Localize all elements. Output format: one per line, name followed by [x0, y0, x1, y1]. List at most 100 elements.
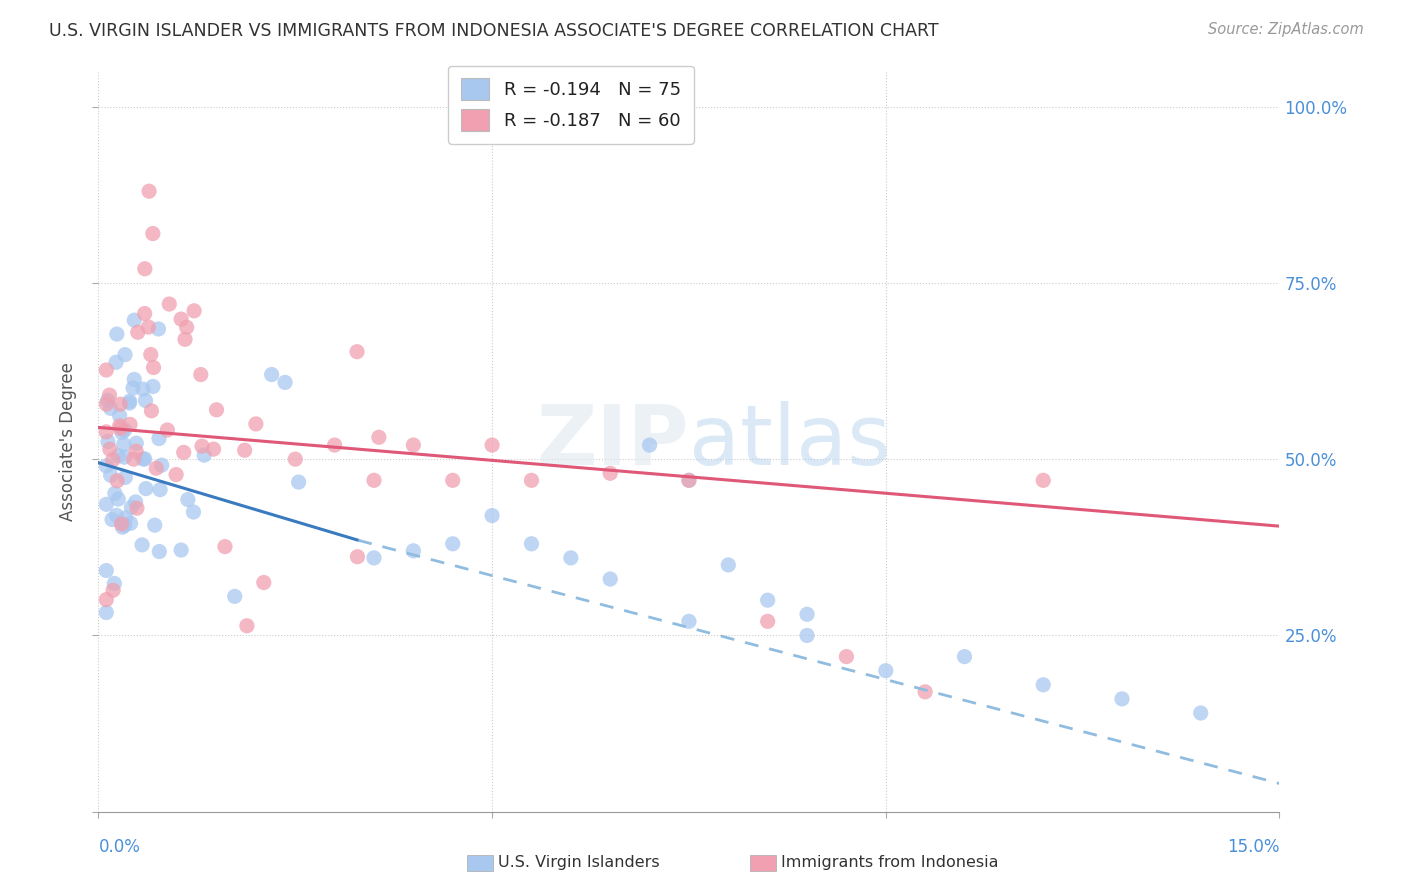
Point — [145, 461, 167, 475]
Point — [148, 432, 170, 446]
Point — [678, 473, 700, 487]
Point — [214, 540, 236, 554]
Point — [134, 261, 156, 276]
Point — [717, 558, 740, 572]
Point — [142, 379, 165, 393]
Point — [190, 368, 212, 382]
Text: Source: ZipAtlas.com: Source: ZipAtlas.com — [1208, 22, 1364, 37]
Point — [96, 393, 118, 408]
Point — [120, 516, 142, 531]
Point — [260, 368, 283, 382]
Point — [105, 327, 128, 342]
Point — [96, 363, 118, 377]
Point — [127, 325, 149, 339]
Point — [835, 649, 858, 664]
Point — [97, 434, 120, 449]
Point — [170, 543, 193, 558]
Point — [953, 649, 976, 664]
Point — [245, 417, 267, 431]
Point — [122, 372, 145, 386]
Y-axis label: Associate's Degree: Associate's Degree — [59, 362, 77, 521]
Point — [118, 394, 141, 409]
Point — [112, 437, 135, 451]
Point — [132, 452, 155, 467]
Point — [118, 396, 141, 410]
Point — [148, 544, 170, 558]
FancyBboxPatch shape — [467, 855, 494, 871]
Point — [875, 664, 897, 678]
Point — [1111, 692, 1133, 706]
Point — [105, 355, 128, 369]
Point — [148, 322, 170, 336]
Point — [253, 575, 276, 590]
Point — [678, 473, 700, 487]
Point — [363, 473, 385, 487]
Point — [138, 184, 160, 198]
Point — [125, 436, 148, 450]
Point — [1189, 706, 1212, 720]
Point — [120, 500, 142, 515]
Point — [796, 628, 818, 642]
Point — [323, 438, 346, 452]
Point — [98, 442, 121, 457]
Point — [346, 344, 368, 359]
Point — [149, 483, 172, 497]
Point — [170, 312, 193, 326]
Point — [481, 438, 503, 452]
Text: 15.0%: 15.0% — [1227, 838, 1279, 856]
Point — [138, 320, 160, 334]
Point — [202, 442, 225, 456]
Point — [287, 475, 309, 489]
Point — [108, 409, 131, 423]
Point — [135, 482, 157, 496]
Point — [1032, 678, 1054, 692]
Point — [101, 512, 124, 526]
Text: ZIP: ZIP — [537, 401, 689, 482]
Point — [125, 444, 148, 458]
Point — [173, 445, 195, 459]
Point — [104, 486, 127, 500]
Point — [183, 303, 205, 318]
Point — [441, 537, 464, 551]
Point — [1032, 473, 1054, 487]
Point — [101, 583, 124, 598]
Point — [122, 381, 145, 395]
Point — [122, 313, 145, 327]
Point — [134, 307, 156, 321]
Point — [796, 607, 818, 622]
Point — [100, 468, 122, 483]
Point — [165, 467, 187, 482]
Point — [599, 467, 621, 481]
Point — [110, 421, 132, 435]
Point — [441, 473, 464, 487]
Point — [183, 505, 205, 519]
Point — [233, 443, 256, 458]
Text: 0.0%: 0.0% — [98, 838, 141, 856]
Point — [131, 538, 153, 552]
Point — [96, 497, 118, 511]
Point — [111, 520, 134, 534]
Point — [142, 227, 165, 241]
Point — [363, 550, 385, 565]
Point — [678, 615, 700, 629]
Point — [114, 511, 136, 525]
Point — [141, 404, 163, 418]
Point — [638, 438, 661, 452]
Point — [560, 550, 582, 565]
Point — [520, 537, 543, 551]
Point — [114, 423, 136, 437]
Point — [142, 360, 165, 375]
Point — [205, 402, 228, 417]
Point — [134, 393, 156, 408]
Point — [110, 516, 132, 531]
Point — [176, 320, 198, 334]
Point — [157, 297, 180, 311]
Point — [112, 450, 135, 464]
Point — [96, 425, 118, 439]
Point — [107, 449, 129, 463]
Point — [110, 397, 132, 411]
Point — [914, 685, 936, 699]
Point — [96, 592, 118, 607]
Text: U.S. VIRGIN ISLANDER VS IMMIGRANTS FROM INDONESIA ASSOCIATE'S DEGREE CORRELATION: U.S. VIRGIN ISLANDER VS IMMIGRANTS FROM … — [49, 22, 939, 40]
Point — [134, 451, 156, 466]
